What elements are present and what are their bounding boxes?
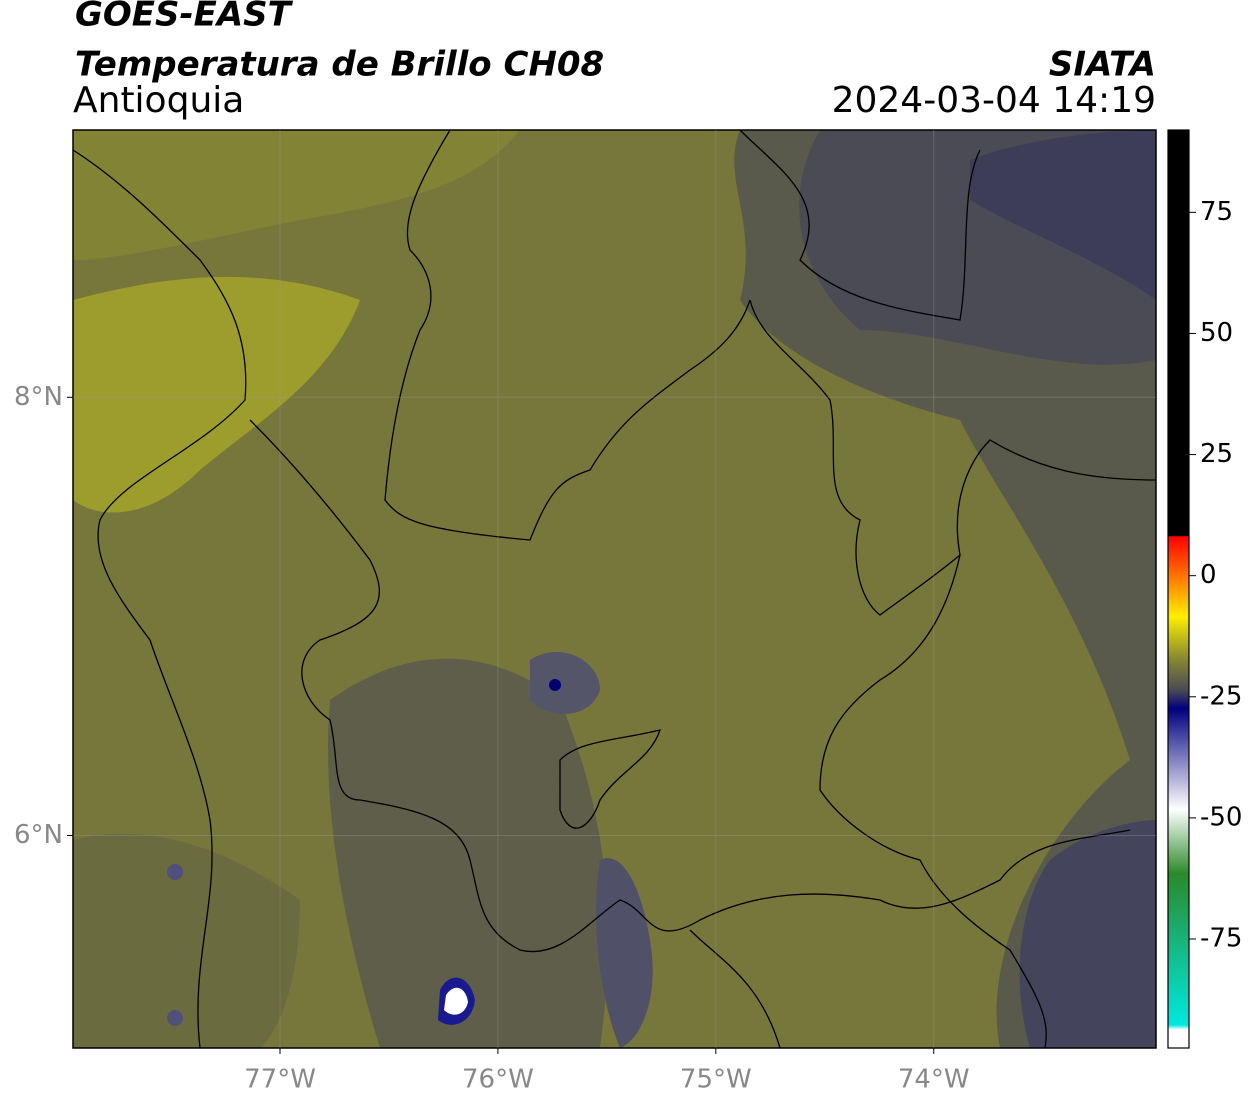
x-tick-label: 75°W (680, 1065, 752, 1095)
source: SIATA (1049, 45, 1156, 85)
colorbar-tick-label: -25 (1200, 681, 1242, 711)
colorbar (1167, 129, 1190, 1049)
map-field (73, 130, 1156, 1048)
colorbar-tick-label: 75 (1200, 197, 1233, 227)
y-tick-label: 8°N (14, 382, 63, 412)
colorbar-tick-label: -50 (1200, 802, 1242, 832)
x-tick-label: 77°W (244, 1065, 316, 1095)
x-tick-label: 74°W (898, 1065, 970, 1095)
datetime: 2024-03-04 14:19 (832, 80, 1156, 121)
subtitle: Temperatura de Brillo CH08 (75, 45, 604, 85)
y-tick-label: 6°N (14, 820, 63, 850)
title: GOES-EAST (75, 0, 294, 35)
colorbar-tick-label: 25 (1200, 439, 1233, 469)
map-frame (72, 129, 1157, 1049)
colorbar-tick-label: 0 (1200, 560, 1217, 590)
region: Antioquia (73, 80, 244, 121)
colorbar-tick-label: 50 (1200, 318, 1233, 348)
x-tick-label: 76°W (462, 1065, 534, 1095)
colorbar-tick-label: -75 (1200, 924, 1242, 954)
